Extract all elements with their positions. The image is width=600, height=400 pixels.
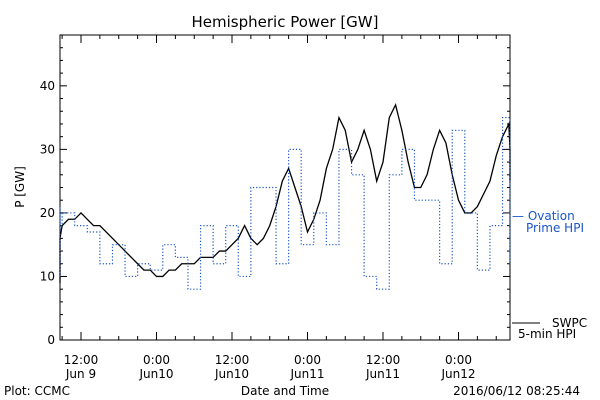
series-ovation-line — [59, 117, 511, 290]
x-tick-time-label: 0:00 — [143, 353, 170, 367]
series-layer — [59, 103, 511, 290]
footer-timestamp: 2016/06/12 08:25:44 — [453, 384, 580, 398]
x-tick-date-label: Jun10 — [138, 367, 173, 381]
x-tick-time-label: 12:00 — [366, 353, 401, 367]
x-tick-date-label: Jun10 — [214, 367, 249, 381]
plot-frame — [59, 34, 511, 341]
series-swpc-line — [59, 103, 511, 283]
y-tick-label: 30 — [40, 142, 55, 156]
y-tick-label: 10 — [40, 269, 55, 283]
x-tick-date-label: Jun11 — [289, 367, 324, 381]
x-tick-date-label: Jun12 — [440, 367, 475, 381]
chart-title: Hemispheric Power [GW] — [192, 13, 379, 31]
legend-ovation-line2: Prime HPI — [526, 221, 584, 235]
x-axis-label: Date and Time — [241, 384, 329, 398]
y-tick-label: 40 — [40, 79, 55, 93]
x-tick-date-label: Jun 9 — [65, 367, 96, 381]
x-tick-time-label: 12:00 — [64, 353, 99, 367]
y-axis: 0 10 20 30 40 — [40, 47, 510, 347]
legend-ovation-line1: — Ovation — [512, 209, 575, 223]
y-tick-label: 0 — [47, 333, 55, 347]
x-tick-date-label: Jun11 — [365, 367, 400, 381]
legend: — Ovation Prime HPI SWPC 5-min HPI — [512, 209, 587, 341]
y-axis-label: P [GW] — [13, 166, 27, 208]
x-tick-time-label: 0:00 — [294, 353, 321, 367]
x-tick-time-label: 12:00 — [215, 353, 250, 367]
legend-swpc-line2: 5-min HPI — [518, 327, 576, 341]
y-tick-label: 20 — [40, 206, 55, 220]
x-tick-time-label: 0:00 — [445, 353, 472, 367]
legend-swpc-line1: SWPC — [552, 316, 587, 330]
footer-credit: Plot: CCMC — [4, 384, 70, 398]
